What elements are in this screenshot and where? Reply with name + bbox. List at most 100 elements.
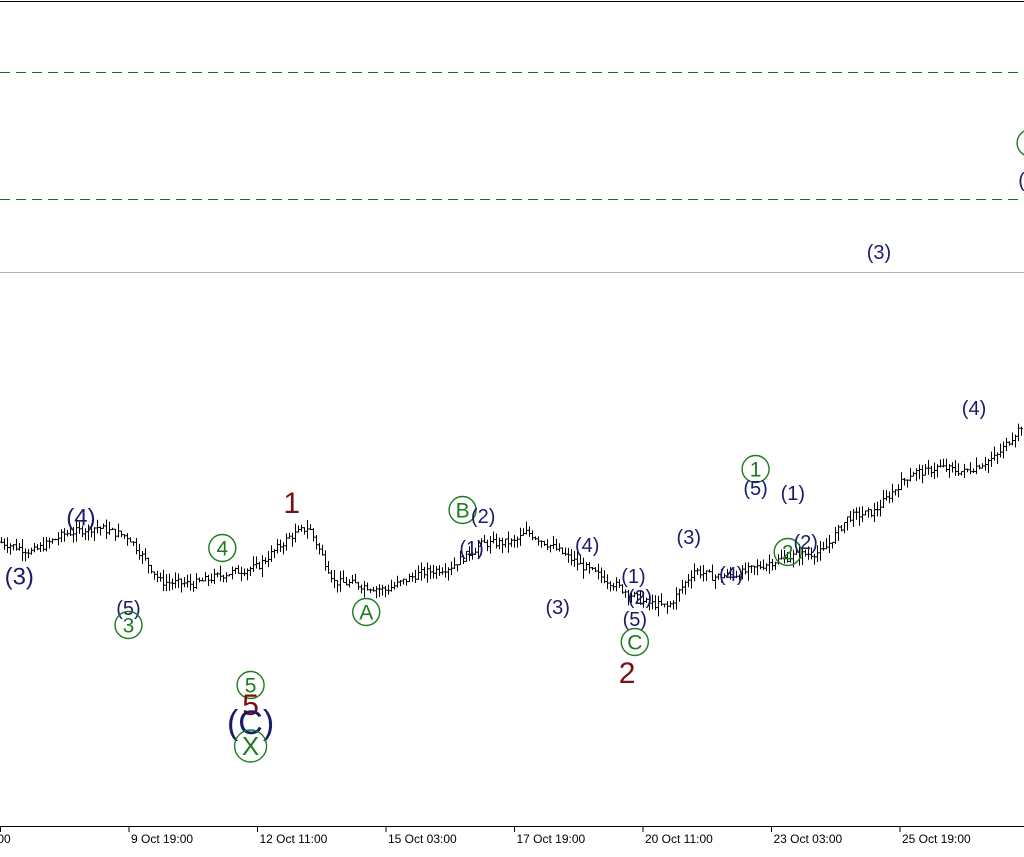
wave-label-text: (5)	[743, 478, 767, 500]
price-bar	[951, 462, 954, 473]
price-bar	[294, 523, 297, 543]
price-bar	[864, 510, 867, 516]
x-tick-label: 23 Oct 03:00	[774, 832, 843, 846]
price-bar	[78, 521, 81, 534]
wave-circle	[233, 729, 268, 763]
price-bar	[123, 534, 126, 539]
price-bar	[363, 580, 366, 598]
price-bar	[282, 542, 285, 555]
price-bar	[177, 573, 180, 589]
price-bar	[702, 565, 705, 582]
price-bar	[1002, 441, 1005, 459]
price-bar	[891, 483, 894, 503]
price-bar	[270, 545, 273, 562]
price-bar	[750, 565, 753, 574]
price-bar	[618, 579, 621, 588]
price-bar	[201, 577, 204, 582]
wave-label: (2)	[628, 587, 652, 609]
price-bar	[108, 521, 111, 535]
price-bar	[966, 468, 969, 473]
price-bar	[345, 576, 348, 586]
price-bar	[312, 528, 315, 542]
price-bar	[273, 549, 276, 558]
price-bar	[126, 533, 129, 546]
wave-label: (4)	[962, 398, 986, 420]
price-bar	[18, 543, 21, 551]
price-bar	[654, 595, 657, 611]
price-bar	[528, 526, 531, 537]
price-bar	[15, 538, 18, 551]
x-tick-label: 20 Oct 11:00	[645, 832, 713, 846]
price-bar	[456, 564, 459, 572]
price-bar	[852, 508, 855, 527]
price-bar	[261, 555, 264, 578]
price-bar	[150, 564, 153, 574]
price-bar	[84, 528, 87, 541]
wave-label-text: (4)	[575, 535, 599, 557]
price-bar	[45, 536, 48, 552]
price-bar	[660, 593, 663, 606]
price-bar	[759, 561, 762, 570]
price-bar	[378, 584, 381, 598]
price-bar	[1008, 441, 1011, 446]
price-bar	[831, 541, 834, 549]
price-bar	[681, 579, 684, 594]
price-bar	[558, 543, 561, 552]
price-bar	[930, 465, 933, 478]
price-bar	[192, 580, 195, 592]
price-bar	[21, 538, 24, 562]
wave-label: (3)	[5, 564, 34, 591]
price-bar	[990, 451, 993, 467]
price-bar	[789, 552, 792, 563]
price-bar	[24, 548, 27, 562]
wave-label: (4)	[719, 564, 743, 586]
price-bar	[609, 581, 612, 592]
price-bar	[933, 462, 936, 480]
price-bar	[438, 565, 441, 577]
price-bar	[387, 584, 390, 595]
price-bar	[333, 570, 336, 589]
price-bar	[81, 525, 84, 538]
price-bar	[162, 569, 165, 592]
price-bar	[816, 545, 819, 562]
price-bar	[837, 524, 840, 541]
price-bar	[777, 554, 780, 565]
price-bar	[738, 574, 741, 581]
price-bar	[354, 573, 357, 584]
wave-label: B	[448, 495, 477, 525]
price-bar	[72, 527, 75, 543]
price-bar	[981, 463, 984, 469]
wave-label-text: 5	[242, 689, 259, 722]
wave-label: 2	[773, 537, 802, 567]
wave-label-text: (3)	[5, 564, 34, 591]
price-bar	[606, 574, 609, 590]
wave-label: (5)	[743, 478, 767, 500]
price-bar	[612, 582, 615, 591]
price-bar	[762, 559, 765, 571]
price-bar	[204, 571, 207, 582]
price-bar	[243, 568, 246, 577]
price-bar	[189, 573, 192, 591]
wave-label-text: (1)	[781, 483, 805, 505]
x-tick-label: 12 Oct 11:00	[260, 832, 328, 846]
price-bar	[51, 538, 54, 544]
price-bar	[447, 567, 450, 581]
price-bar	[732, 572, 735, 581]
x-tick-label: 9 Oct 19:00	[131, 832, 193, 846]
price-bar	[735, 570, 738, 579]
price-bar	[75, 519, 78, 542]
price-bar	[228, 573, 231, 577]
price-bar	[642, 595, 645, 608]
wave-label-text: 1	[750, 459, 762, 482]
price-bar	[909, 467, 912, 482]
price-bar	[690, 570, 693, 589]
wave-label: 3	[114, 610, 143, 640]
price-bar	[600, 567, 603, 584]
price-bar	[624, 589, 627, 598]
price-bar	[339, 571, 342, 592]
price-bar	[924, 463, 927, 476]
price-bar	[918, 464, 921, 480]
price-bar	[726, 568, 729, 578]
wave-label: (2)	[793, 532, 817, 554]
